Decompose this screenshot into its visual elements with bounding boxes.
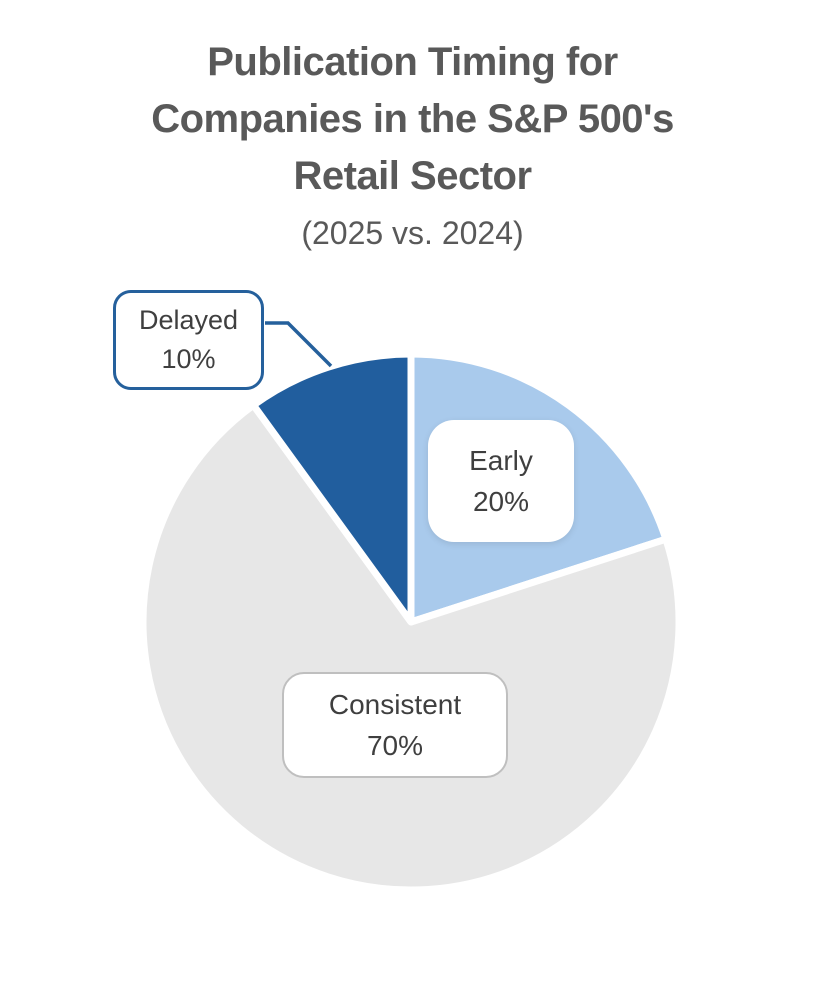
callout-leader-line: [265, 321, 333, 368]
callout-delayed: Delayed 10%: [113, 290, 264, 390]
callout-delayed-value: 10%: [161, 344, 216, 374]
chart-subtitle: (2025 vs. 2024): [301, 215, 524, 251]
early-value: 20%: [472, 486, 530, 517]
chart-title: Publication Timing for Companies in the S…: [0, 34, 825, 205]
callout-delayed-label: Delayed: [138, 305, 239, 335]
title-line-2: Companies in the S&P 500's: [151, 97, 674, 141]
early-label: Early: [469, 445, 533, 476]
consistent-label: Consistent: [328, 689, 462, 720]
chart-header: Publication Timing for Companies in the S…: [0, 34, 825, 256]
title-line-3: Retail Sector: [293, 154, 532, 198]
title-line-1: Publication Timing for: [207, 40, 618, 84]
label-box-early: Early 20%: [428, 420, 574, 542]
label-box-consistent: Consistent 70%: [282, 672, 508, 778]
pie-slice-consistent: [139, 401, 683, 894]
consistent-value: 70%: [366, 730, 424, 761]
pie-slice-delayed: [250, 350, 415, 626]
